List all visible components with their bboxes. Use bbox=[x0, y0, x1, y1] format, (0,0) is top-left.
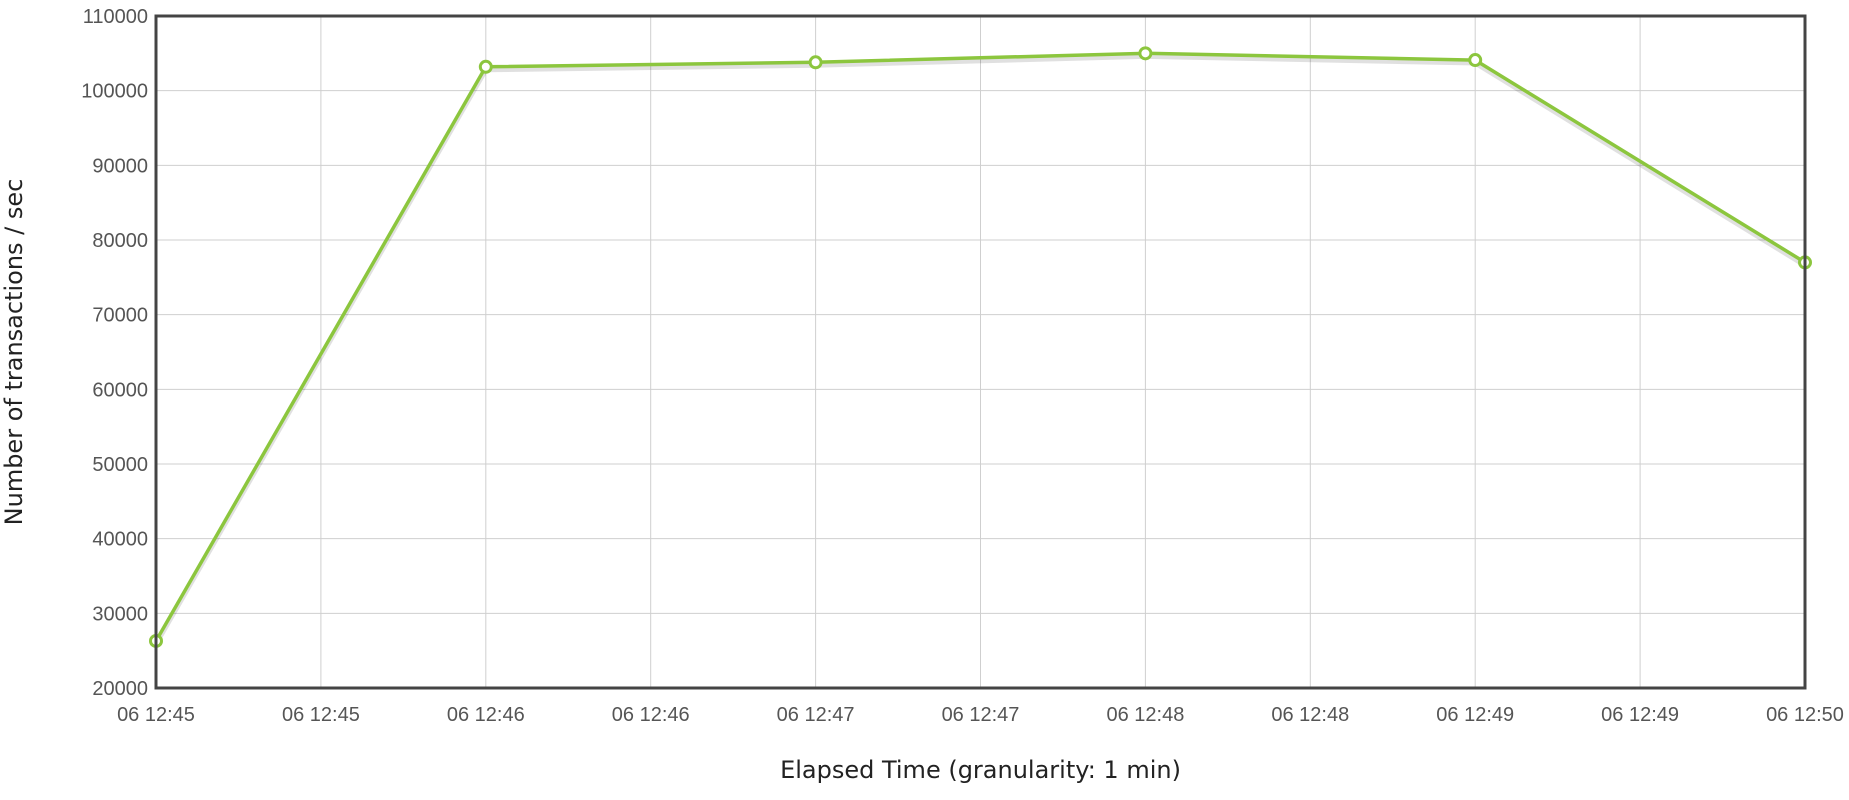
y-tick-label: 40000 bbox=[92, 529, 148, 551]
y-tick-label: 30000 bbox=[92, 603, 148, 625]
x-tick-label: 06 12:50 bbox=[1766, 704, 1844, 726]
x-tick-label: 06 12:46 bbox=[447, 704, 525, 726]
grid bbox=[155, 15, 1806, 689]
x-tick-label: 06 12:45 bbox=[282, 704, 360, 726]
series-lines bbox=[154, 51, 1806, 642]
x-tick-label: 06 12:45 bbox=[117, 704, 195, 726]
data-point[interactable] bbox=[478, 59, 493, 74]
y-tick-label: 80000 bbox=[92, 230, 148, 252]
y-tick-label: 50000 bbox=[92, 454, 148, 476]
x-tick-label: 06 12:49 bbox=[1436, 704, 1514, 726]
y-tick-label: 60000 bbox=[92, 379, 148, 401]
y-axis-title: Number of transactions / sec bbox=[0, 179, 28, 526]
x-axis-ticks: 06 12:45 06 12:45 06 12:46 06 12:46 06 12:47… bbox=[117, 704, 1844, 726]
x-tick-label: 06 12:48 bbox=[1271, 704, 1349, 726]
y-tick-label: 110000 bbox=[83, 6, 148, 28]
y-tick-label: 20000 bbox=[92, 678, 148, 700]
y-tick-label: 90000 bbox=[92, 155, 148, 177]
x-tick-label: 06 12:47 bbox=[942, 704, 1020, 726]
y-axis-ticks: 20000 30000 40000 50000 60000 70000 80000 90000… bbox=[81, 6, 148, 700]
x-tick-label: 06 12:46 bbox=[612, 704, 690, 726]
x-tick-label: 06 12:47 bbox=[777, 704, 855, 726]
x-axis-title: Elapsed Time (granularity: 1 min) bbox=[780, 756, 1181, 784]
x-tick-label: 06 12:48 bbox=[1106, 704, 1184, 726]
y-tick-label: 100000 bbox=[81, 81, 148, 103]
data-point[interactable] bbox=[1138, 46, 1153, 61]
data-point[interactable] bbox=[808, 55, 823, 70]
x-tick-label: 06 12:49 bbox=[1601, 704, 1679, 726]
plot-area-border bbox=[154, 14, 1807, 690]
data-point[interactable] bbox=[1468, 53, 1483, 68]
series-line bbox=[154, 51, 1806, 642]
y-tick-label: 70000 bbox=[92, 305, 148, 327]
